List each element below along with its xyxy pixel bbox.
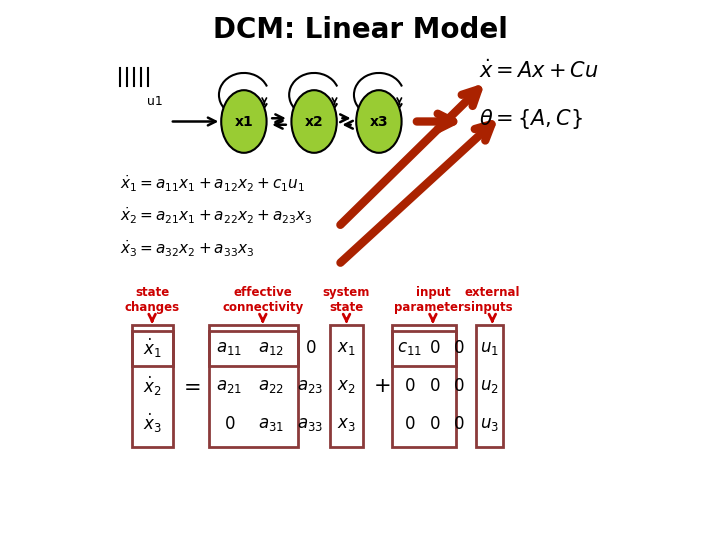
Text: x2: x2 xyxy=(305,114,323,129)
Text: $a_{33}$: $a_{33}$ xyxy=(297,415,323,433)
Text: $0$: $0$ xyxy=(453,415,464,433)
Ellipse shape xyxy=(292,90,337,153)
Ellipse shape xyxy=(356,90,402,153)
Text: $\dot{x}_3 = a_{32}x_2 + a_{33}x_3$: $\dot{x}_3 = a_{32}x_2 + a_{33}x_3$ xyxy=(120,238,254,259)
Text: $\dot{x}_3$: $\dot{x}_3$ xyxy=(143,413,161,435)
Text: $0$: $0$ xyxy=(453,339,464,357)
Text: effective
connectivity: effective connectivity xyxy=(222,286,303,314)
Text: $\dot{x}_1 = a_{11}x_1 + a_{12}x_2 + c_1u_1$: $\dot{x}_1 = a_{11}x_1 + a_{12}x_2 + c_1… xyxy=(120,173,305,194)
Text: state
changes: state changes xyxy=(125,286,180,314)
Text: u1: u1 xyxy=(147,95,163,108)
Text: $u_1$: $u_1$ xyxy=(480,339,499,357)
Text: system
state: system state xyxy=(323,286,370,314)
Text: $a_{23}$: $a_{23}$ xyxy=(297,377,323,395)
Text: $=$: $=$ xyxy=(179,376,201,396)
Text: $0$: $0$ xyxy=(404,377,415,395)
Text: $\dot{x} = Ax + Cu$: $\dot{x} = Ax + Cu$ xyxy=(479,59,598,82)
Text: x3: x3 xyxy=(369,114,388,129)
Text: $a_{21}$: $a_{21}$ xyxy=(216,377,243,395)
Text: $0$: $0$ xyxy=(453,377,464,395)
Text: $c_{11}$: $c_{11}$ xyxy=(397,339,422,357)
Text: $a_{12}$: $a_{12}$ xyxy=(258,339,284,357)
Text: $\dot{x}_2 = a_{21}x_1 + a_{22}x_2 + a_{23}x_3$: $\dot{x}_2 = a_{21}x_1 + a_{22}x_2 + a_{… xyxy=(120,206,312,226)
Text: $0$: $0$ xyxy=(224,415,235,433)
Text: $\dot{x}_1$: $\dot{x}_1$ xyxy=(143,337,161,360)
Text: DCM: Linear Model: DCM: Linear Model xyxy=(212,16,508,44)
Text: $0$: $0$ xyxy=(429,415,440,433)
Ellipse shape xyxy=(221,90,266,153)
Text: $x_3$: $x_3$ xyxy=(337,415,356,433)
Text: $0$: $0$ xyxy=(305,339,316,357)
Text: $0$: $0$ xyxy=(429,377,440,395)
Text: external
inputs: external inputs xyxy=(464,286,520,314)
Text: $x_1$: $x_1$ xyxy=(337,339,356,357)
Text: x1: x1 xyxy=(235,114,253,129)
Text: $x_2$: $x_2$ xyxy=(337,377,356,395)
Text: $\dot{x}_2$: $\dot{x}_2$ xyxy=(143,375,161,397)
Text: $\theta = \{A,C\}$: $\theta = \{A,C\}$ xyxy=(479,107,582,131)
Text: $a_{31}$: $a_{31}$ xyxy=(258,415,284,433)
Text: $a_{11}$: $a_{11}$ xyxy=(216,339,243,357)
Text: input
parameters: input parameters xyxy=(395,286,472,314)
Text: $0$: $0$ xyxy=(404,415,415,433)
Text: $u_3$: $u_3$ xyxy=(480,415,499,433)
Text: $+$: $+$ xyxy=(373,376,390,396)
Text: $0$: $0$ xyxy=(429,339,440,357)
Text: $u_2$: $u_2$ xyxy=(480,377,499,395)
Text: $a_{22}$: $a_{22}$ xyxy=(258,377,284,395)
